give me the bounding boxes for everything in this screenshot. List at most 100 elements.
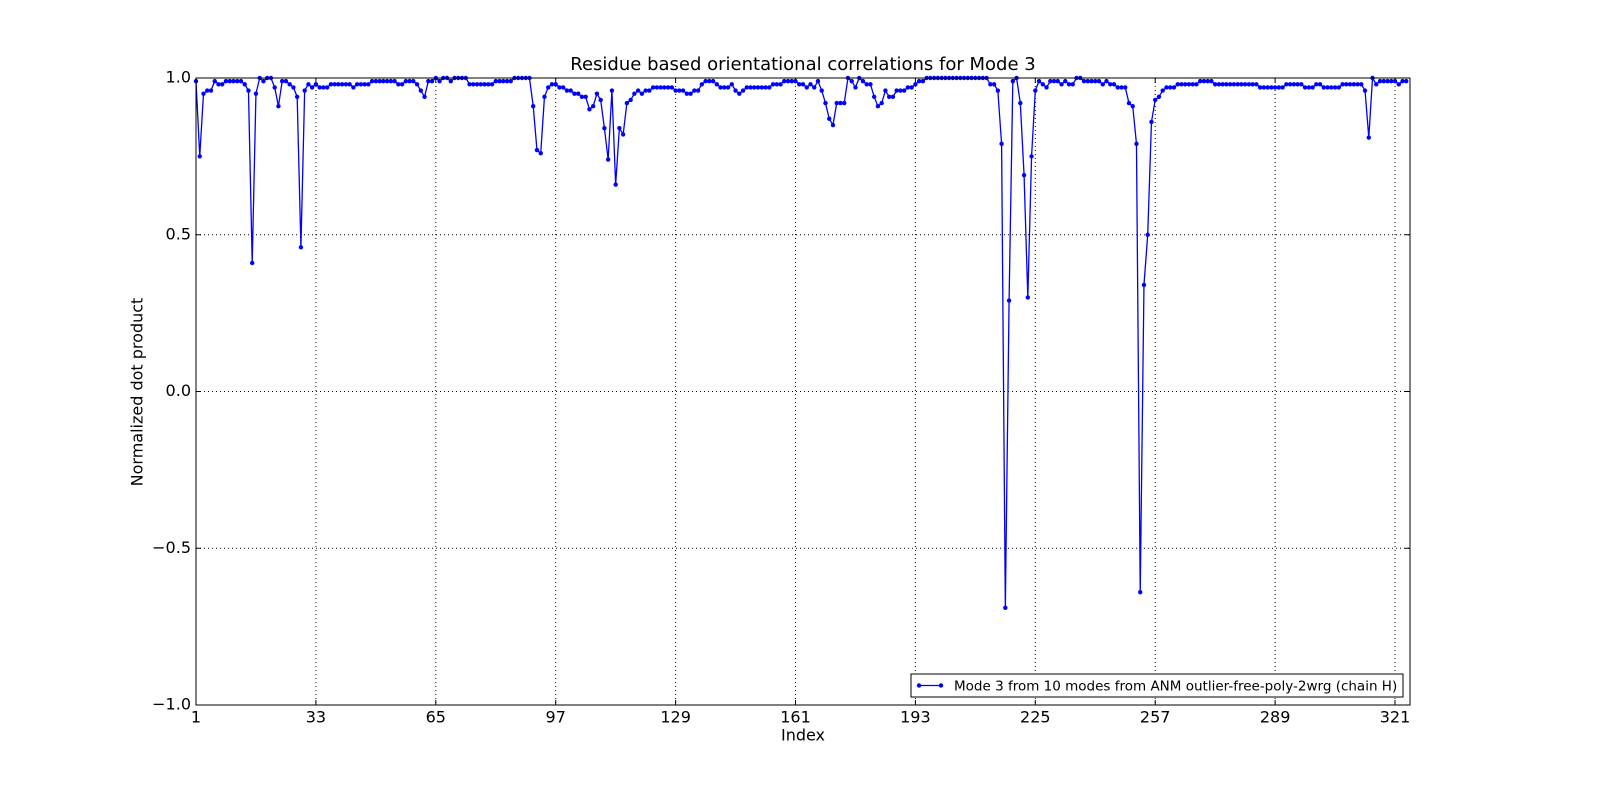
x-tick-label: 257 bbox=[1140, 708, 1171, 727]
data-point bbox=[579, 94, 585, 100]
data-point bbox=[1340, 82, 1345, 87]
data-point bbox=[793, 78, 798, 84]
data-point bbox=[1141, 282, 1147, 288]
data-point bbox=[752, 85, 757, 90]
data-point bbox=[1239, 82, 1244, 87]
data-point bbox=[1119, 85, 1124, 90]
data-point bbox=[414, 82, 420, 87]
data-point bbox=[1359, 82, 1364, 87]
data-point bbox=[309, 85, 315, 90]
data-point bbox=[564, 88, 570, 93]
data-point bbox=[1126, 100, 1132, 106]
chart-title: Residue based orientational correlations… bbox=[570, 54, 1035, 75]
data-point bbox=[1182, 82, 1188, 87]
data-point bbox=[471, 82, 476, 87]
data-point bbox=[864, 82, 869, 87]
data-point bbox=[538, 151, 543, 156]
data-point bbox=[710, 78, 716, 84]
data-point bbox=[201, 91, 206, 96]
data-point bbox=[231, 78, 236, 84]
y-tick-label: −1.0 bbox=[152, 695, 191, 714]
data-point bbox=[1306, 85, 1312, 90]
data-point bbox=[647, 88, 652, 93]
data-point bbox=[205, 88, 210, 93]
data-point bbox=[1003, 605, 1008, 611]
data-point bbox=[1164, 85, 1169, 90]
data-point bbox=[1059, 82, 1064, 87]
data-point bbox=[261, 78, 266, 84]
data-point bbox=[1108, 82, 1113, 87]
data-point bbox=[789, 78, 794, 84]
data-point bbox=[478, 82, 483, 87]
data-point bbox=[208, 88, 214, 93]
data-point bbox=[729, 82, 735, 87]
data-point bbox=[1321, 85, 1327, 90]
data-point bbox=[1314, 82, 1319, 87]
data-point bbox=[384, 78, 390, 84]
data-point bbox=[605, 157, 611, 162]
data-point bbox=[1130, 104, 1135, 109]
y-tick-label: 0.5 bbox=[166, 224, 191, 243]
data-point bbox=[306, 82, 311, 87]
data-point bbox=[294, 94, 300, 100]
data-point bbox=[583, 94, 588, 100]
data-point bbox=[377, 78, 382, 84]
legend-label: Mode 3 from 10 modes from ANM outlier-fr… bbox=[954, 679, 1397, 695]
data-point bbox=[1040, 82, 1046, 87]
data-point bbox=[238, 78, 244, 84]
data-point bbox=[1190, 82, 1195, 87]
data-point bbox=[1332, 85, 1338, 90]
data-point bbox=[920, 78, 926, 84]
data-point bbox=[785, 78, 791, 84]
data-point bbox=[575, 91, 581, 96]
data-point bbox=[242, 82, 247, 87]
data-point bbox=[707, 78, 712, 84]
data-point bbox=[1404, 78, 1409, 84]
data-point bbox=[669, 85, 675, 90]
data-point bbox=[1186, 82, 1192, 87]
data-point bbox=[1055, 78, 1060, 84]
data-point bbox=[1381, 78, 1386, 84]
data-point bbox=[1197, 78, 1203, 84]
data-point bbox=[220, 82, 225, 87]
data-point bbox=[894, 88, 899, 93]
data-point bbox=[650, 85, 656, 90]
data-point bbox=[815, 78, 821, 84]
data-point bbox=[688, 91, 693, 96]
data-point bbox=[1044, 85, 1049, 90]
data-point bbox=[879, 100, 884, 106]
data-point bbox=[620, 132, 626, 137]
data-point bbox=[1227, 82, 1233, 87]
data-point bbox=[1006, 298, 1012, 303]
data-point bbox=[1302, 85, 1308, 90]
data-point bbox=[658, 85, 663, 90]
data-point bbox=[347, 82, 352, 87]
data-point bbox=[354, 82, 360, 87]
data-point bbox=[1209, 78, 1214, 84]
data-point bbox=[546, 85, 551, 90]
data-point bbox=[808, 82, 813, 87]
data-point bbox=[680, 88, 686, 93]
legend-marker bbox=[938, 683, 944, 688]
data-point bbox=[1231, 82, 1237, 87]
plot-frame bbox=[195, 77, 1411, 706]
x-tick-label: 97 bbox=[546, 708, 566, 727]
data-point bbox=[628, 97, 633, 103]
data-point bbox=[1377, 78, 1383, 84]
data-point bbox=[868, 82, 873, 87]
data-point bbox=[1254, 82, 1259, 87]
data-point bbox=[1246, 82, 1252, 87]
data-point bbox=[403, 78, 409, 84]
data-point bbox=[695, 88, 701, 93]
data-point bbox=[1280, 85, 1285, 90]
data-point bbox=[1145, 232, 1150, 237]
data-point bbox=[842, 100, 847, 106]
data-point bbox=[875, 104, 881, 109]
data-point bbox=[362, 82, 367, 87]
data-point bbox=[1138, 589, 1143, 595]
data-point bbox=[1400, 78, 1405, 84]
data-point bbox=[901, 88, 907, 93]
data-point bbox=[684, 91, 690, 96]
data-point bbox=[587, 107, 592, 112]
